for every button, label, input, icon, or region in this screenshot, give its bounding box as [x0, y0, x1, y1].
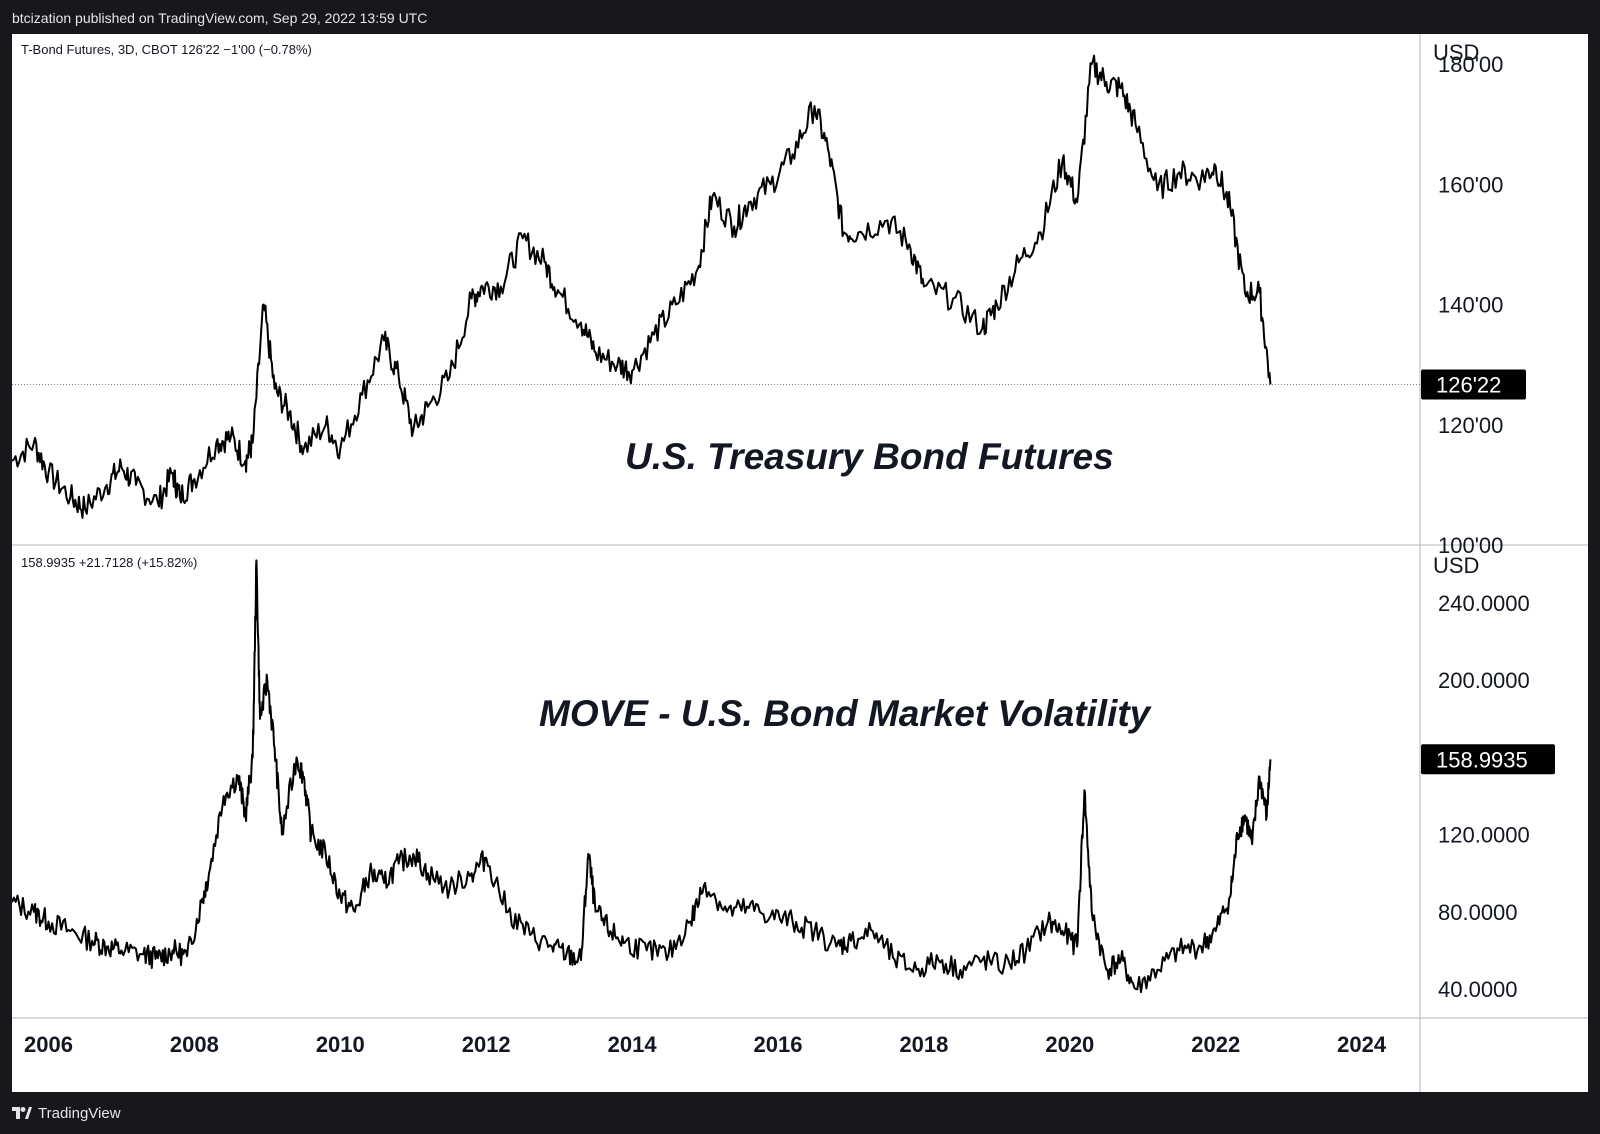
- top-ytick-label: 100'00: [1438, 533, 1503, 558]
- bottom-ytick-label: 80.0000: [1438, 900, 1518, 925]
- bottom-ytick-label: 200.0000: [1438, 668, 1530, 693]
- top-legend: T-Bond Futures, 3D, CBOT 126'22 −1'00 (−…: [21, 42, 312, 57]
- top-ytick-label: 140'00: [1438, 293, 1503, 318]
- time-tick-label: 2012: [462, 1032, 511, 1057]
- bottom-annotation: MOVE - U.S. Bond Market Volatility: [539, 693, 1153, 734]
- chart-svg[interactable]: T-Bond Futures, 3D, CBOT 126'22 −1'00 (−…: [11, 34, 1588, 1092]
- top-price-badge-bg: [1421, 369, 1526, 400]
- footer-bar: [0, 1092, 1600, 1134]
- tradingview-logo-icon: [12, 1107, 32, 1119]
- top-currency-label: USD: [1433, 40, 1479, 65]
- bottom-ytick-label: 120.0000: [1438, 823, 1530, 848]
- move-series-line: [11, 559, 1272, 994]
- time-tick-label: 2016: [754, 1032, 803, 1057]
- top-price-scale[interactable]: 180'00 160'00 140'00 120'00 100'00: [1438, 52, 1503, 558]
- bottom-price-badge-text: 158.9935: [1436, 747, 1528, 772]
- tradingview-logo-text: TradingView: [38, 1104, 121, 1122]
- time-tick-label: 2020: [1045, 1032, 1094, 1057]
- publisher-bar: btcization published on TradingView.com,…: [0, 0, 1600, 34]
- time-tick-label: 2008: [170, 1032, 219, 1057]
- bottom-price-scale[interactable]: 240.0000 200.0000 120.0000 80.0000 40.0000: [1438, 591, 1530, 1002]
- chart-frame: T-Bond Futures, 3D, CBOT 126'22 −1'00 (−…: [11, 34, 1588, 1092]
- publisher-text: btcization published on TradingView.com,…: [12, 10, 428, 26]
- bottom-price-badge-bg: [1421, 744, 1555, 775]
- bottom-ytick-label: 240.0000: [1438, 591, 1530, 616]
- bottom-ytick-label: 40.0000: [1438, 977, 1518, 1002]
- time-tick-label: 2018: [899, 1032, 948, 1057]
- top-price-badge: 126'22: [1421, 369, 1526, 400]
- tradingview-logo[interactable]: TradingView: [12, 1104, 121, 1122]
- time-tick-label: 2022: [1191, 1032, 1240, 1057]
- time-tick-label: 2014: [608, 1032, 658, 1057]
- time-tick-label: 2024: [1337, 1032, 1387, 1057]
- top-ytick-label: 160'00: [1438, 172, 1503, 197]
- top-ytick-label: 180'00: [1438, 52, 1503, 77]
- time-tick-label: 2006: [24, 1032, 73, 1057]
- top-price-badge-text: 126'22: [1436, 373, 1501, 398]
- time-tick-label: 2010: [316, 1032, 365, 1057]
- bottom-price-badge: 158.9935: [1421, 744, 1555, 775]
- top-annotation: U.S. Treasury Bond Futures: [625, 436, 1114, 477]
- bottom-currency-label: USD: [1433, 553, 1479, 578]
- bottom-legend: 158.9935 +21.7128 (+15.82%): [21, 555, 197, 570]
- tbond-series-line: [11, 54, 1272, 519]
- top-ytick-label: 120'00: [1438, 413, 1503, 438]
- time-scale[interactable]: 2006 2008 2010 2012 2014 2016 2018 2020 2022 2024: [24, 1032, 1387, 1057]
